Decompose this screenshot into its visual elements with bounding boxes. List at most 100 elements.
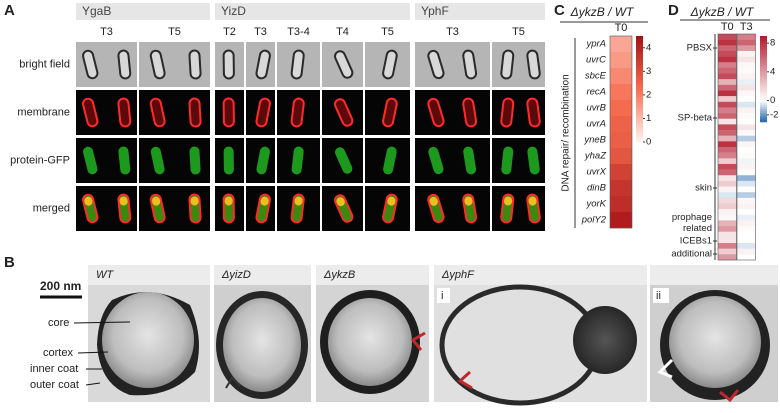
cell [188,49,202,80]
arrowhead [410,331,426,351]
strain-label: ΔykzB [323,269,355,281]
row-label: yorK [585,199,606,210]
colorbar-segment [760,79,767,82]
colorbar-segment [636,91,643,95]
colorbar-segment [636,59,643,63]
annotation: core [48,317,69,329]
leader-line [73,321,131,324]
heatmap-cell [610,212,632,229]
colorbar-segment [636,139,643,143]
cell-spot [84,196,93,206]
colorbar-segment [760,74,767,78]
cell [118,146,131,175]
heatmap-cell [718,147,737,153]
heatmap-cell [610,84,632,101]
colorbar-segment [760,55,767,58]
heatmap-cell [737,79,756,86]
axis-label: DNA repair/ recombination [561,74,572,191]
column-label: T3-4 [287,26,310,38]
heatmap-cell [737,237,756,244]
colorbar-segment [760,72,767,75]
cell-spot [387,196,396,206]
colorbar-segment [636,131,643,135]
colorbar-segment [636,115,643,119]
heatmap-cell [737,186,756,193]
region-label: prophage related [671,212,712,234]
colorbar-tick-label: 1 [646,113,651,124]
cell [256,146,270,175]
row-label: sbcE [585,71,607,82]
heatmap-cell [737,113,756,119]
colorbar-segment [636,81,643,84]
annotation: outer coat [30,379,79,391]
heatmap-cell [718,214,737,221]
cell [500,97,515,128]
heatmap-cell [737,231,756,238]
colorbar-segment [760,85,767,88]
cell [463,146,477,175]
colorbar-segment [636,43,643,47]
cell-spot [336,197,345,207]
colorbar-segment [636,67,643,71]
colorbar-segment [760,94,767,97]
strain-label: ΔyizD [221,269,251,281]
heatmap-cell [737,50,756,57]
heatmap-cell [718,203,737,210]
spore-core [328,298,412,386]
cell [462,97,478,128]
cell [428,146,444,175]
column-label: T0 [615,22,628,34]
cell [82,49,99,80]
colorbar-segment [760,102,767,106]
micrograph [415,42,490,87]
region-label: ICEBs1 [680,236,712,247]
colorbar-segment [760,51,767,54]
heatmap-cell [737,226,756,232]
heatmap-title: ΔykzB / WT [690,5,755,19]
colorbar-segment [760,63,767,67]
heatmap-cell [610,148,632,165]
colorbar-segment [760,83,767,86]
colorbar-segment [636,83,643,87]
cell [82,97,99,128]
cell [335,147,353,174]
colorbar-segment [760,61,767,65]
heatmap-cell [737,209,756,215]
micrograph [415,90,490,135]
colorbar-segment [760,98,767,101]
colorbar-segment [760,104,767,108]
row-label: merged [33,202,70,214]
heatmap-cell [718,56,737,63]
heatmap-cell [718,192,737,199]
colorbar-segment [760,81,767,84]
cell [222,97,235,128]
cell [255,97,271,128]
heatmap-cell [737,147,756,153]
colorbar-segment [636,118,643,122]
colorbar-segment [636,49,643,53]
heatmap-cell [737,62,756,69]
heatmap-cell [737,84,756,91]
heatmap-cell [737,169,756,176]
column-label: T3 [254,26,267,38]
cell [291,146,304,175]
heatmap-cell [737,163,756,170]
colorbar-segment [636,112,643,116]
cell [290,97,305,128]
heatmap-cell [610,116,632,133]
heatmap-title: ΔykzB / WT [570,5,635,19]
heatmap-cell [737,214,756,221]
colorbar-tick-label: 2 [646,89,651,100]
heatmap-cell [718,135,737,142]
cell [222,49,235,80]
heatmap-cell [737,175,756,182]
heatmap-cell [737,180,756,187]
heatmap-cell [610,36,632,53]
colorbar-segment [760,40,767,43]
heatmap-cell [718,186,737,193]
cell [526,97,541,128]
colorbar-segment [636,75,643,79]
colorbar-segment [760,117,767,121]
cell-spot [528,196,537,206]
heatmap-cell [737,101,756,108]
